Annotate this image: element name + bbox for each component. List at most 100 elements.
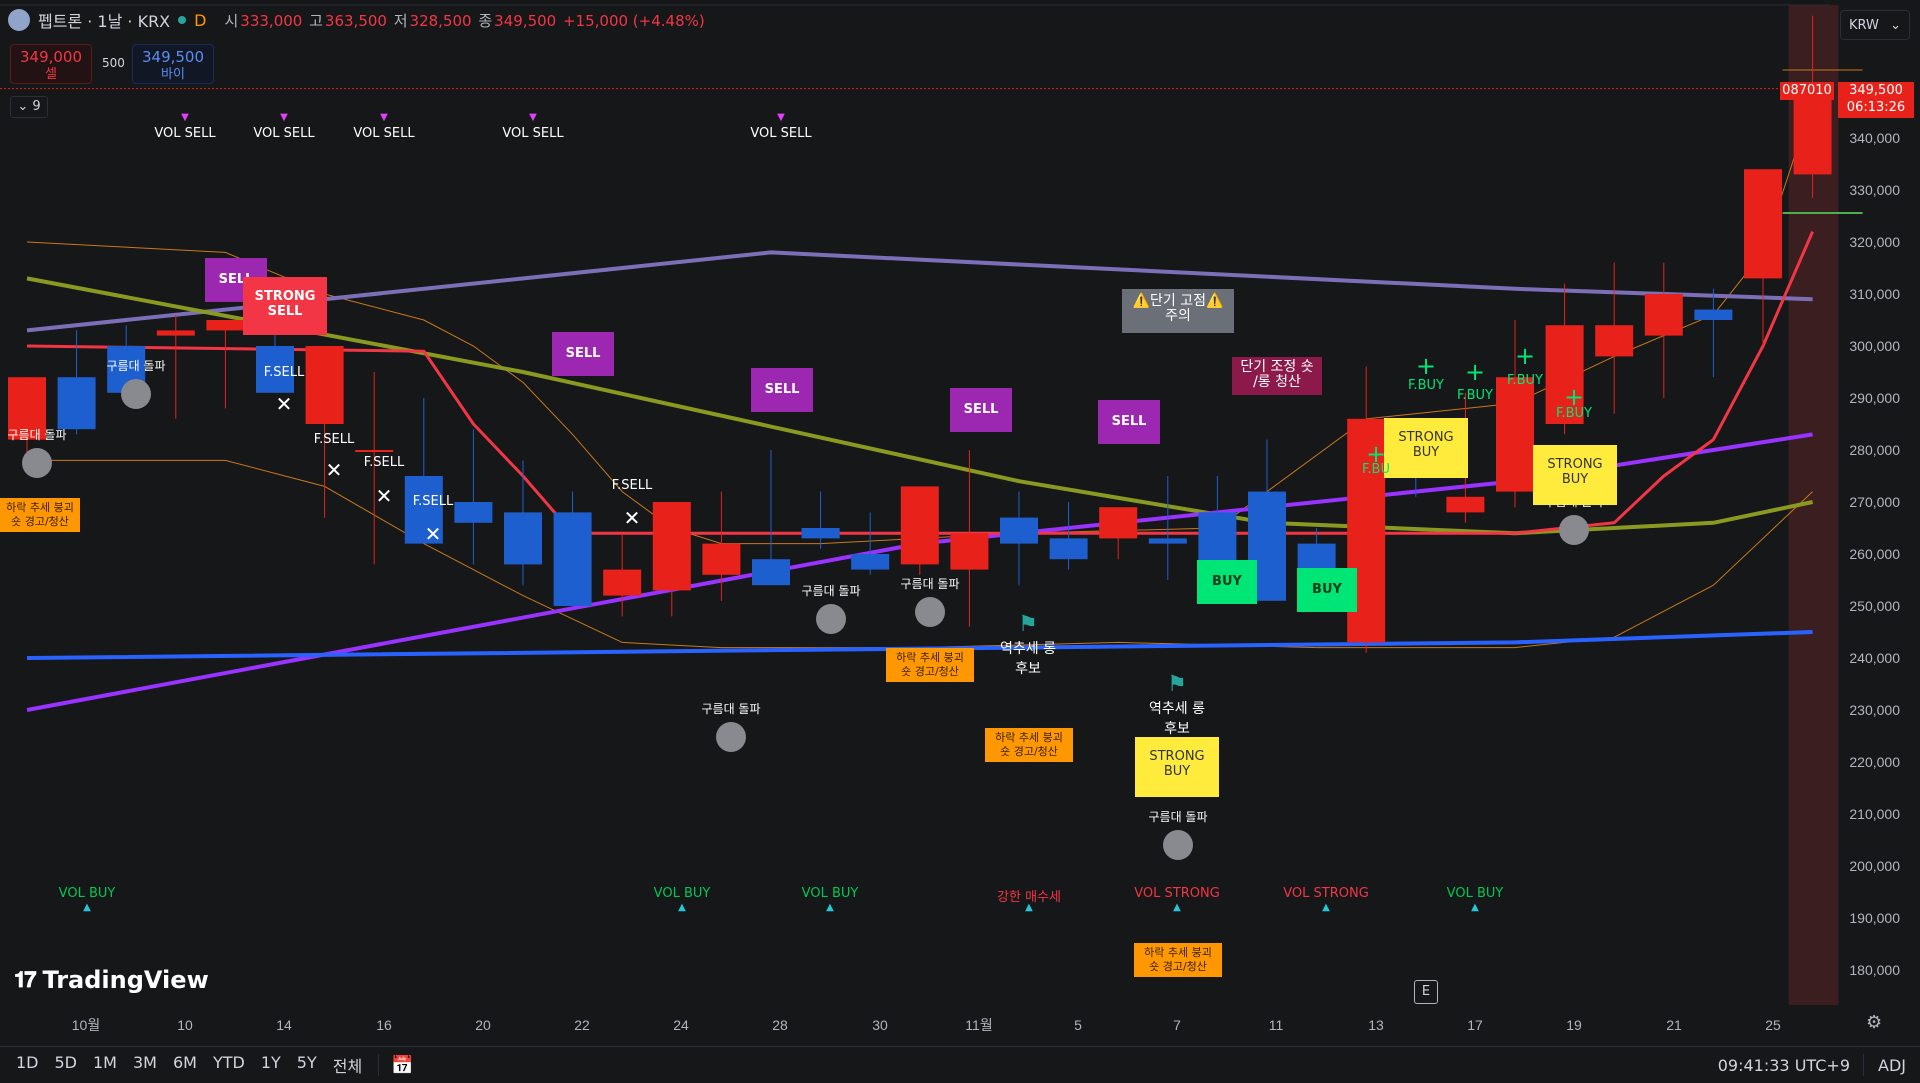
timeframe-1Y[interactable]: 1Y [260,1053,281,1072]
vol-up-arrow-icon: ▲ [1025,902,1033,913]
candle-body[interactable] [8,377,46,440]
candle-body[interactable] [950,533,989,570]
symbol-code-badge: 087010 [1780,82,1834,100]
close-value: 349,500 [494,11,557,30]
timeframe-YTD[interactable]: YTD [212,1053,245,1072]
cloud-break-dot-icon [716,722,746,752]
symbol-title[interactable]: 펩트론 · 1날 · KRX [38,12,171,31]
chevron-down-icon: ⌄ [17,99,29,114]
fsell-x-icon: ✕ [424,522,442,546]
candle-body[interactable] [355,450,394,452]
timeframe-1D[interactable]: 1D [16,1053,39,1072]
candle-body[interactable] [652,502,691,591]
sell-label: 셀 [45,67,57,82]
low-label: 저 [393,11,408,30]
price-tick-label: 330,000 [1849,182,1900,198]
trend-warning-box: 하락 추세 붕괴 숏 경고/청산 [1134,943,1222,977]
time-tick-label: 11 [1269,1017,1284,1033]
clock-display[interactable]: 09:41:33 UTC+9 [1717,1055,1850,1075]
reversal-long-label: 역추세 롱 후보 [1000,641,1056,677]
candle-body[interactable] [305,346,344,424]
low-value: 328,500 [409,11,472,30]
candle-body[interactable] [900,486,939,565]
time-tick-label: 24 [673,1017,689,1033]
timeframe-3M[interactable]: 3M [132,1053,157,1072]
tradingview-logo[interactable]: 𝟏𝟕 TradingView [14,966,209,994]
timeframe-6M[interactable]: 6M [172,1053,197,1072]
time-tick-label: 13 [1368,1017,1384,1033]
currency-select[interactable]: KRW ⌄ [1840,10,1910,40]
date-range-icon[interactable]: 📅 [391,1054,414,1076]
candle-body[interactable] [404,476,443,544]
vol-up-arrow-icon: ▲ [678,902,686,913]
settings-gear-icon[interactable]: ⚙ [1866,1012,1883,1033]
candle-body[interactable] [1793,88,1832,175]
candle-body[interactable] [256,346,294,393]
timeframe-5D[interactable]: 5D [54,1053,78,1072]
price-tick-label: 260,000 [1849,546,1900,562]
candle-body[interactable] [603,569,642,596]
fbuy-plus-icon: + [1365,440,1387,468]
candle-body[interactable] [851,554,890,570]
adj-toggle[interactable]: ADJ [1878,1055,1906,1075]
timeframe-5Y[interactable]: 5Y [296,1053,317,1072]
ma-line-3 [26,630,1813,660]
vol-bottom-label: VOL STRONG [1134,886,1220,901]
candle-body[interactable] [1496,377,1534,492]
time-tick-label: 30 [872,1017,888,1033]
candle-body[interactable] [454,502,493,523]
sell-price: 349,000 [19,48,83,66]
interval-badge: D [194,10,207,30]
candle-body[interactable] [1099,507,1138,539]
cloud-break-dot-icon [121,379,151,409]
last-price: 349,500 [1849,83,1903,98]
candle-body[interactable] [1644,294,1683,336]
short-cover-box: 단기 조정 숏 /롱 청산 [1232,357,1322,395]
cloud-break-label: 구름대 돌파 [900,577,960,591]
candle-body[interactable] [1595,325,1634,357]
timeframe-1M[interactable]: 1M [93,1053,117,1072]
price-tick-label: 220,000 [1849,754,1900,770]
indicator-toggle[interactable]: ⌄ 9 [10,96,48,118]
candle-body[interactable] [1049,538,1088,560]
order-quantity[interactable]: 500 [102,56,125,70]
vol-sell-label: VOL SELL [502,126,564,141]
candle-body[interactable] [1000,517,1038,544]
vol-sell-arrow-icon: ▼ [777,112,785,123]
vol-sell-label: VOL SELL [154,126,216,141]
timeframe-전체[interactable]: 전체 [332,1057,363,1076]
candle-body[interactable] [206,320,245,331]
fbuy-label: F.BUY [1457,388,1493,403]
fbuy-plus-icon: + [1563,383,1585,411]
candle-body[interactable] [1545,325,1584,424]
chevron-down-icon: ⌄ [1890,18,1901,33]
earnings-event-marker[interactable]: E [1414,980,1438,1004]
candle-body[interactable] [504,512,542,565]
price-tick-label: 210,000 [1849,806,1900,822]
buy-button[interactable]: 349,500 바이 [132,44,214,84]
candle-body[interactable] [1446,496,1485,513]
candle-body[interactable] [1744,169,1782,279]
vol-sell-label: VOL SELL [750,126,812,141]
time-tick-label: 16 [376,1017,392,1033]
vol-bottom-label: VOL BUY [653,886,711,901]
candle-body[interactable] [801,528,840,539]
time-tick-label: 21 [1666,1017,1682,1033]
vol-bottom-label: VOL STRONG [1283,886,1369,901]
candle-body[interactable] [57,377,96,430]
vol-up-arrow-icon: ▲ [1173,902,1181,913]
candle-body[interactable] [156,330,195,336]
candle-body[interactable] [1148,538,1187,544]
candle-body[interactable] [553,512,592,606]
timeframe-list: 1D 5D 1M 3M 6M YTD 1Y 5Y 전체 [0,1053,362,1077]
vol-up-arrow-icon: ▲ [1322,902,1330,913]
sell-button[interactable]: 349,000 셀 [10,44,92,84]
fbuy-label: F.BUY [1556,406,1592,421]
fsell-x-icon: ✕ [325,458,343,482]
candle-body[interactable] [702,543,741,575]
candle-body[interactable] [1694,309,1733,320]
candle-body[interactable] [752,559,790,586]
fsell-label: F.SELL [363,455,405,470]
flag-icon: ⚑ [1167,672,1187,697]
